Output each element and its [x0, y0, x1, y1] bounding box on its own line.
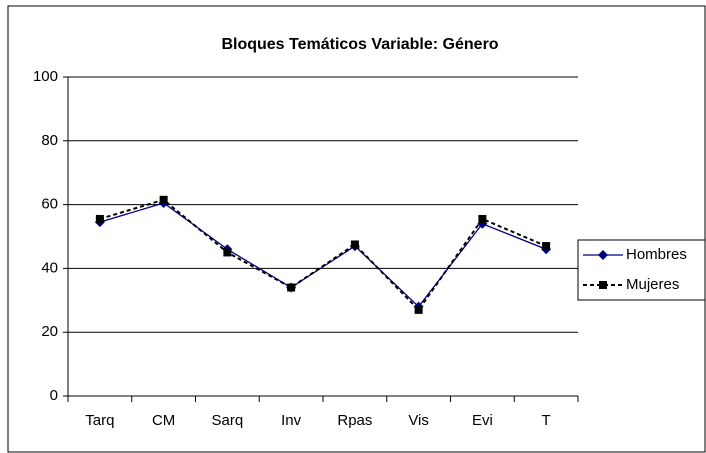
x-tick-label: Sarq [212, 412, 244, 429]
x-tick-label: Evi [472, 412, 493, 429]
chart-frame [7, 5, 706, 453]
y-tick-label: 60 [41, 196, 58, 213]
series-marker [159, 195, 168, 204]
x-tick-label: CM [152, 412, 175, 429]
x-tick-label: Tarq [85, 412, 114, 429]
legend-marker [599, 281, 607, 289]
x-tick-label: Rpas [337, 412, 372, 429]
legend-box [577, 239, 706, 301]
chart-title: Bloques Temáticos Variable: Género [221, 36, 498, 53]
series-marker [95, 214, 104, 223]
y-tick-label: 0 [50, 387, 58, 404]
series-marker [414, 305, 423, 314]
series-marker [542, 242, 551, 251]
y-tick-label: 20 [41, 323, 58, 340]
series-line [99, 198, 547, 312]
x-tick-label: Inv [281, 412, 302, 429]
series-marker [350, 240, 359, 249]
x-tick-label: T [542, 412, 551, 429]
series-marker [287, 283, 296, 292]
series-marker [478, 214, 487, 223]
y-tick-label: 40 [41, 259, 58, 276]
x-tick-label: Vis [408, 412, 429, 429]
legend-label: Hombres [626, 246, 687, 263]
y-tick-label: 80 [41, 132, 58, 149]
series-marker [223, 248, 232, 257]
legend-label: Mujeres [626, 276, 679, 293]
legend-marker [598, 250, 608, 260]
y-tick-label: 100 [33, 68, 58, 85]
